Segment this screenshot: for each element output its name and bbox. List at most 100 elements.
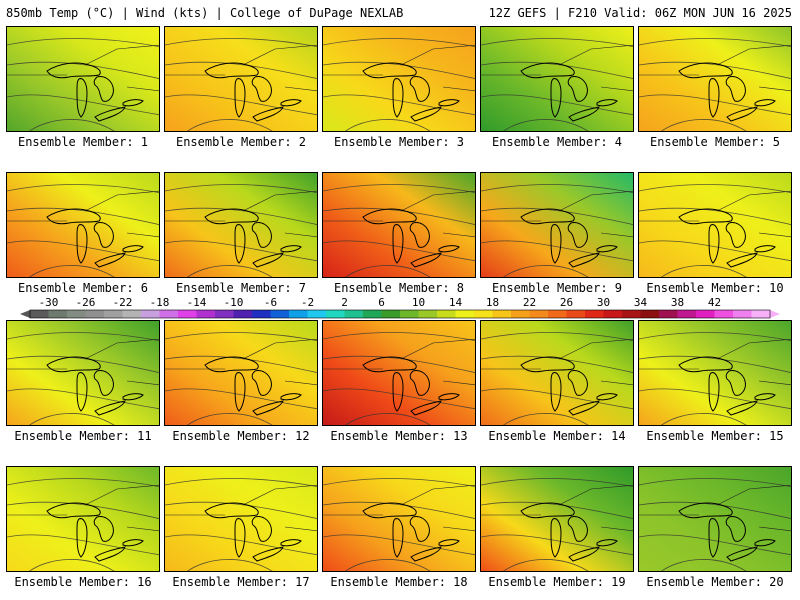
member-map-14 [480, 320, 634, 426]
contour-line [7, 38, 159, 48]
great-lakes-outline [596, 245, 618, 253]
contour-line [481, 94, 633, 116]
colorbar-swatch [714, 310, 734, 318]
colorbar-swatch [529, 310, 549, 318]
colorbar-swatch [122, 310, 142, 318]
contour-line [7, 332, 159, 342]
member-map-3 [322, 26, 476, 132]
colorbar-swatch [289, 310, 308, 318]
colorbar-swatch [418, 310, 438, 318]
member-map-19 [480, 466, 634, 572]
great-lakes-outline [122, 539, 144, 547]
great-lakes-outline [678, 208, 733, 225]
contour-line [639, 184, 791, 194]
member-map-13 [322, 320, 476, 426]
colorbar-swatch [677, 310, 697, 318]
member-caption: Ensemble Member: 4 [491, 135, 623, 149]
contour-line [481, 184, 633, 194]
contour-line [165, 478, 317, 488]
boundary-line [600, 526, 633, 532]
contour-line [323, 240, 475, 262]
colorbar-tick-label: 10 [412, 296, 425, 309]
member-caption: Ensemble Member: 16 [14, 575, 152, 589]
colorbar-tick-label: 14 [449, 296, 463, 309]
contour-line [7, 501, 159, 519]
member-caption: Ensemble Member: 9 [491, 281, 623, 295]
boundary-line [84, 190, 159, 212]
contour-line [7, 478, 159, 488]
great-lakes-outline [362, 502, 417, 519]
colorbar-tick-label: 18 [486, 296, 499, 309]
great-lakes-outline [409, 516, 430, 542]
contour-line [481, 355, 633, 373]
colorbar-swatch [85, 310, 105, 318]
contour-line [345, 413, 431, 425]
contour-line [29, 559, 115, 571]
colorbar-tick-label: -10 [224, 296, 244, 309]
great-lakes-outline [280, 393, 302, 401]
member-caption: Ensemble Member: 12 [172, 429, 310, 443]
boundary-line [242, 190, 317, 212]
colorbar-tick-label: 6 [378, 296, 385, 309]
contour-line [7, 388, 159, 410]
contour-line [165, 388, 317, 410]
boundary-line [284, 380, 317, 386]
great-lakes-outline [596, 393, 618, 401]
great-lakes-outline [754, 539, 776, 547]
colorbar-left-arrow [20, 310, 30, 318]
boundary-line [400, 190, 475, 212]
contour-line [639, 207, 791, 225]
colorbar-tick-label: 34 [634, 296, 648, 309]
colorbar-tick-label: 30 [597, 296, 610, 309]
member-map-10 [638, 172, 792, 278]
boundary-line [242, 484, 317, 506]
member-map-11 [6, 320, 160, 426]
contour-line [639, 332, 791, 342]
contour-line [165, 207, 317, 225]
contour-line [187, 265, 273, 277]
great-lakes-outline [520, 208, 575, 225]
member-caption: Ensemble Member: 10 [646, 281, 784, 295]
member-caption: Ensemble Member: 3 [333, 135, 465, 149]
contour-line [639, 61, 791, 79]
boundary-line [126, 86, 159, 92]
great-lakes-outline [94, 400, 126, 416]
great-lakes-outline [438, 99, 460, 107]
contour-line [323, 355, 475, 373]
member-caption: Ensemble Member: 11 [14, 429, 152, 443]
colorbar-swatch [30, 310, 49, 318]
colorbar-swatch [363, 310, 382, 318]
colorbar-frame [29, 309, 771, 319]
contour-line [7, 184, 159, 194]
colorbar-swatch [751, 310, 771, 318]
great-lakes-outline [567, 222, 588, 248]
great-lakes-outline [93, 222, 114, 248]
colorbar-swatch [548, 310, 567, 318]
member-caption: Ensemble Member: 15 [646, 429, 784, 443]
contour-line [503, 559, 589, 571]
great-lakes-outline [438, 393, 460, 401]
colorbar-swatch [622, 310, 641, 318]
great-lakes-outline [438, 539, 460, 547]
colorbar-swatch [511, 310, 530, 318]
colorbar-tick-label: 26 [560, 296, 573, 309]
colorbar-tick-label: 38 [671, 296, 684, 309]
colorbar-tick-label: -30 [39, 296, 59, 309]
colorbar-swatch [270, 310, 290, 318]
contour-line [481, 61, 633, 79]
boundary-line [758, 86, 791, 92]
boundary-line [284, 526, 317, 532]
great-lakes-outline [76, 78, 88, 118]
great-lakes-outline [409, 370, 430, 396]
member-map-17 [164, 466, 318, 572]
contour-line [187, 119, 273, 131]
member-caption: Ensemble Member: 1 [17, 135, 149, 149]
great-lakes-outline [234, 224, 246, 264]
great-lakes-outline [280, 245, 302, 253]
great-lakes-outline [708, 224, 720, 264]
boundary-line [284, 86, 317, 92]
boundary-line [716, 338, 791, 360]
colorbar-swatch [696, 310, 715, 318]
great-lakes-outline [251, 516, 272, 542]
great-lakes-outline [362, 208, 417, 225]
